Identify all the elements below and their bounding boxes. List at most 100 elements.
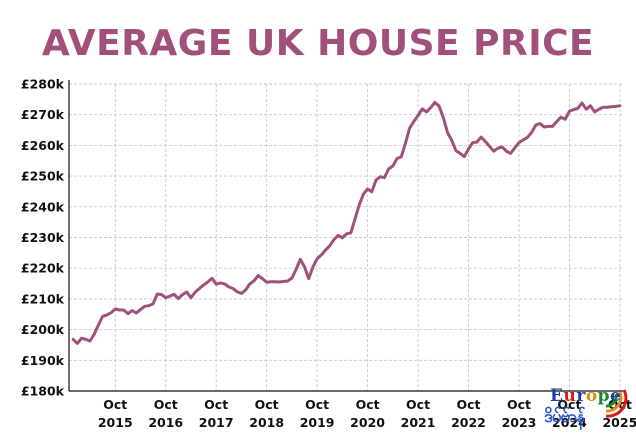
data-point — [245, 289, 247, 291]
data-point — [573, 109, 575, 111]
y-tick-label: £190k — [21, 353, 65, 368]
data-point — [257, 275, 259, 277]
x-tick-year: 2016 — [148, 415, 183, 430]
data-point — [480, 136, 482, 138]
data-point — [291, 277, 293, 279]
data-point — [337, 234, 339, 236]
data-point — [283, 280, 285, 282]
y-tick-label: £280k — [21, 77, 65, 92]
data-point — [581, 102, 583, 104]
x-tick-year: 2025 — [602, 415, 636, 430]
data-point — [76, 342, 78, 344]
data-point — [140, 309, 142, 311]
x-tick-year: 2017 — [199, 415, 234, 430]
y-tick-label: £200k — [21, 322, 65, 337]
data-point — [476, 141, 478, 143]
data-point — [110, 312, 112, 314]
data-point — [270, 281, 272, 283]
data-point — [114, 308, 116, 310]
data-point — [135, 312, 137, 314]
data-point — [468, 148, 470, 150]
data-point — [278, 281, 280, 283]
data-point — [430, 107, 432, 109]
data-point — [619, 105, 621, 107]
data-point — [236, 291, 238, 293]
data-point — [316, 258, 318, 260]
watermark-script: ဒိပ်ဗ်ာန် — [544, 407, 585, 427]
data-point — [367, 188, 369, 190]
data-point — [526, 136, 528, 138]
data-point — [552, 125, 554, 127]
x-tick-month: Oct — [356, 397, 380, 412]
data-point — [215, 283, 217, 285]
data-point — [152, 303, 154, 305]
data-point — [156, 293, 158, 295]
data-point — [232, 288, 234, 290]
data-point — [81, 337, 83, 339]
data-point — [598, 108, 600, 110]
data-point — [463, 156, 465, 158]
y-tick-label: £180k — [21, 384, 65, 399]
x-tick-month: Oct — [507, 397, 531, 412]
data-point — [564, 118, 566, 120]
data-point — [194, 291, 196, 293]
data-point — [400, 156, 402, 158]
data-point — [434, 101, 436, 103]
data-point — [472, 142, 474, 144]
data-point — [123, 309, 125, 311]
y-tick-label: £220k — [21, 261, 65, 276]
data-point — [93, 333, 95, 335]
x-tick-month: Oct — [305, 397, 329, 412]
data-point — [518, 142, 520, 144]
y-tick-label: £230k — [21, 230, 65, 245]
data-point — [371, 191, 373, 193]
data-point — [590, 105, 592, 107]
data-point — [375, 179, 377, 181]
data-point — [455, 150, 457, 152]
x-tick-month: Oct — [204, 397, 228, 412]
data-point — [341, 237, 343, 239]
data-point — [497, 147, 499, 149]
data-point — [198, 288, 200, 290]
data-point — [320, 254, 322, 256]
y-tick-label: £210k — [21, 291, 65, 306]
data-point — [261, 278, 263, 280]
data-point — [585, 108, 587, 110]
data-point — [346, 233, 348, 235]
data-point — [72, 338, 74, 340]
y-tick-label: £270k — [21, 107, 65, 122]
data-point — [484, 140, 486, 142]
data-point — [219, 282, 221, 284]
data-point — [451, 139, 453, 141]
data-point — [173, 293, 175, 295]
data-point — [350, 232, 352, 234]
x-tick-month: Oct — [255, 397, 279, 412]
data-point — [89, 340, 91, 342]
data-point — [438, 105, 440, 107]
data-point — [354, 218, 356, 220]
data-point — [602, 106, 604, 108]
data-point — [501, 146, 503, 148]
watermark-word: Europe — [550, 386, 621, 406]
data-point — [447, 132, 449, 134]
data-point — [505, 150, 507, 152]
data-point — [510, 152, 512, 154]
data-point — [207, 281, 209, 283]
data-point — [543, 126, 545, 128]
data-point — [522, 139, 524, 141]
data-point — [253, 280, 255, 282]
data-point — [97, 324, 99, 326]
data-point — [190, 297, 192, 299]
data-point — [409, 127, 411, 129]
data-point — [362, 193, 364, 195]
data-point — [182, 294, 184, 296]
watermark-letter: u — [563, 386, 577, 406]
data-point — [556, 121, 558, 123]
data-point — [421, 108, 423, 110]
data-point — [392, 165, 394, 167]
watermark-logo: Europe ဒိပ်ဗ်ာန် — [542, 378, 628, 436]
data-point — [560, 116, 562, 118]
x-tick-year: 2020 — [350, 415, 385, 430]
grid-lines — [69, 83, 622, 391]
